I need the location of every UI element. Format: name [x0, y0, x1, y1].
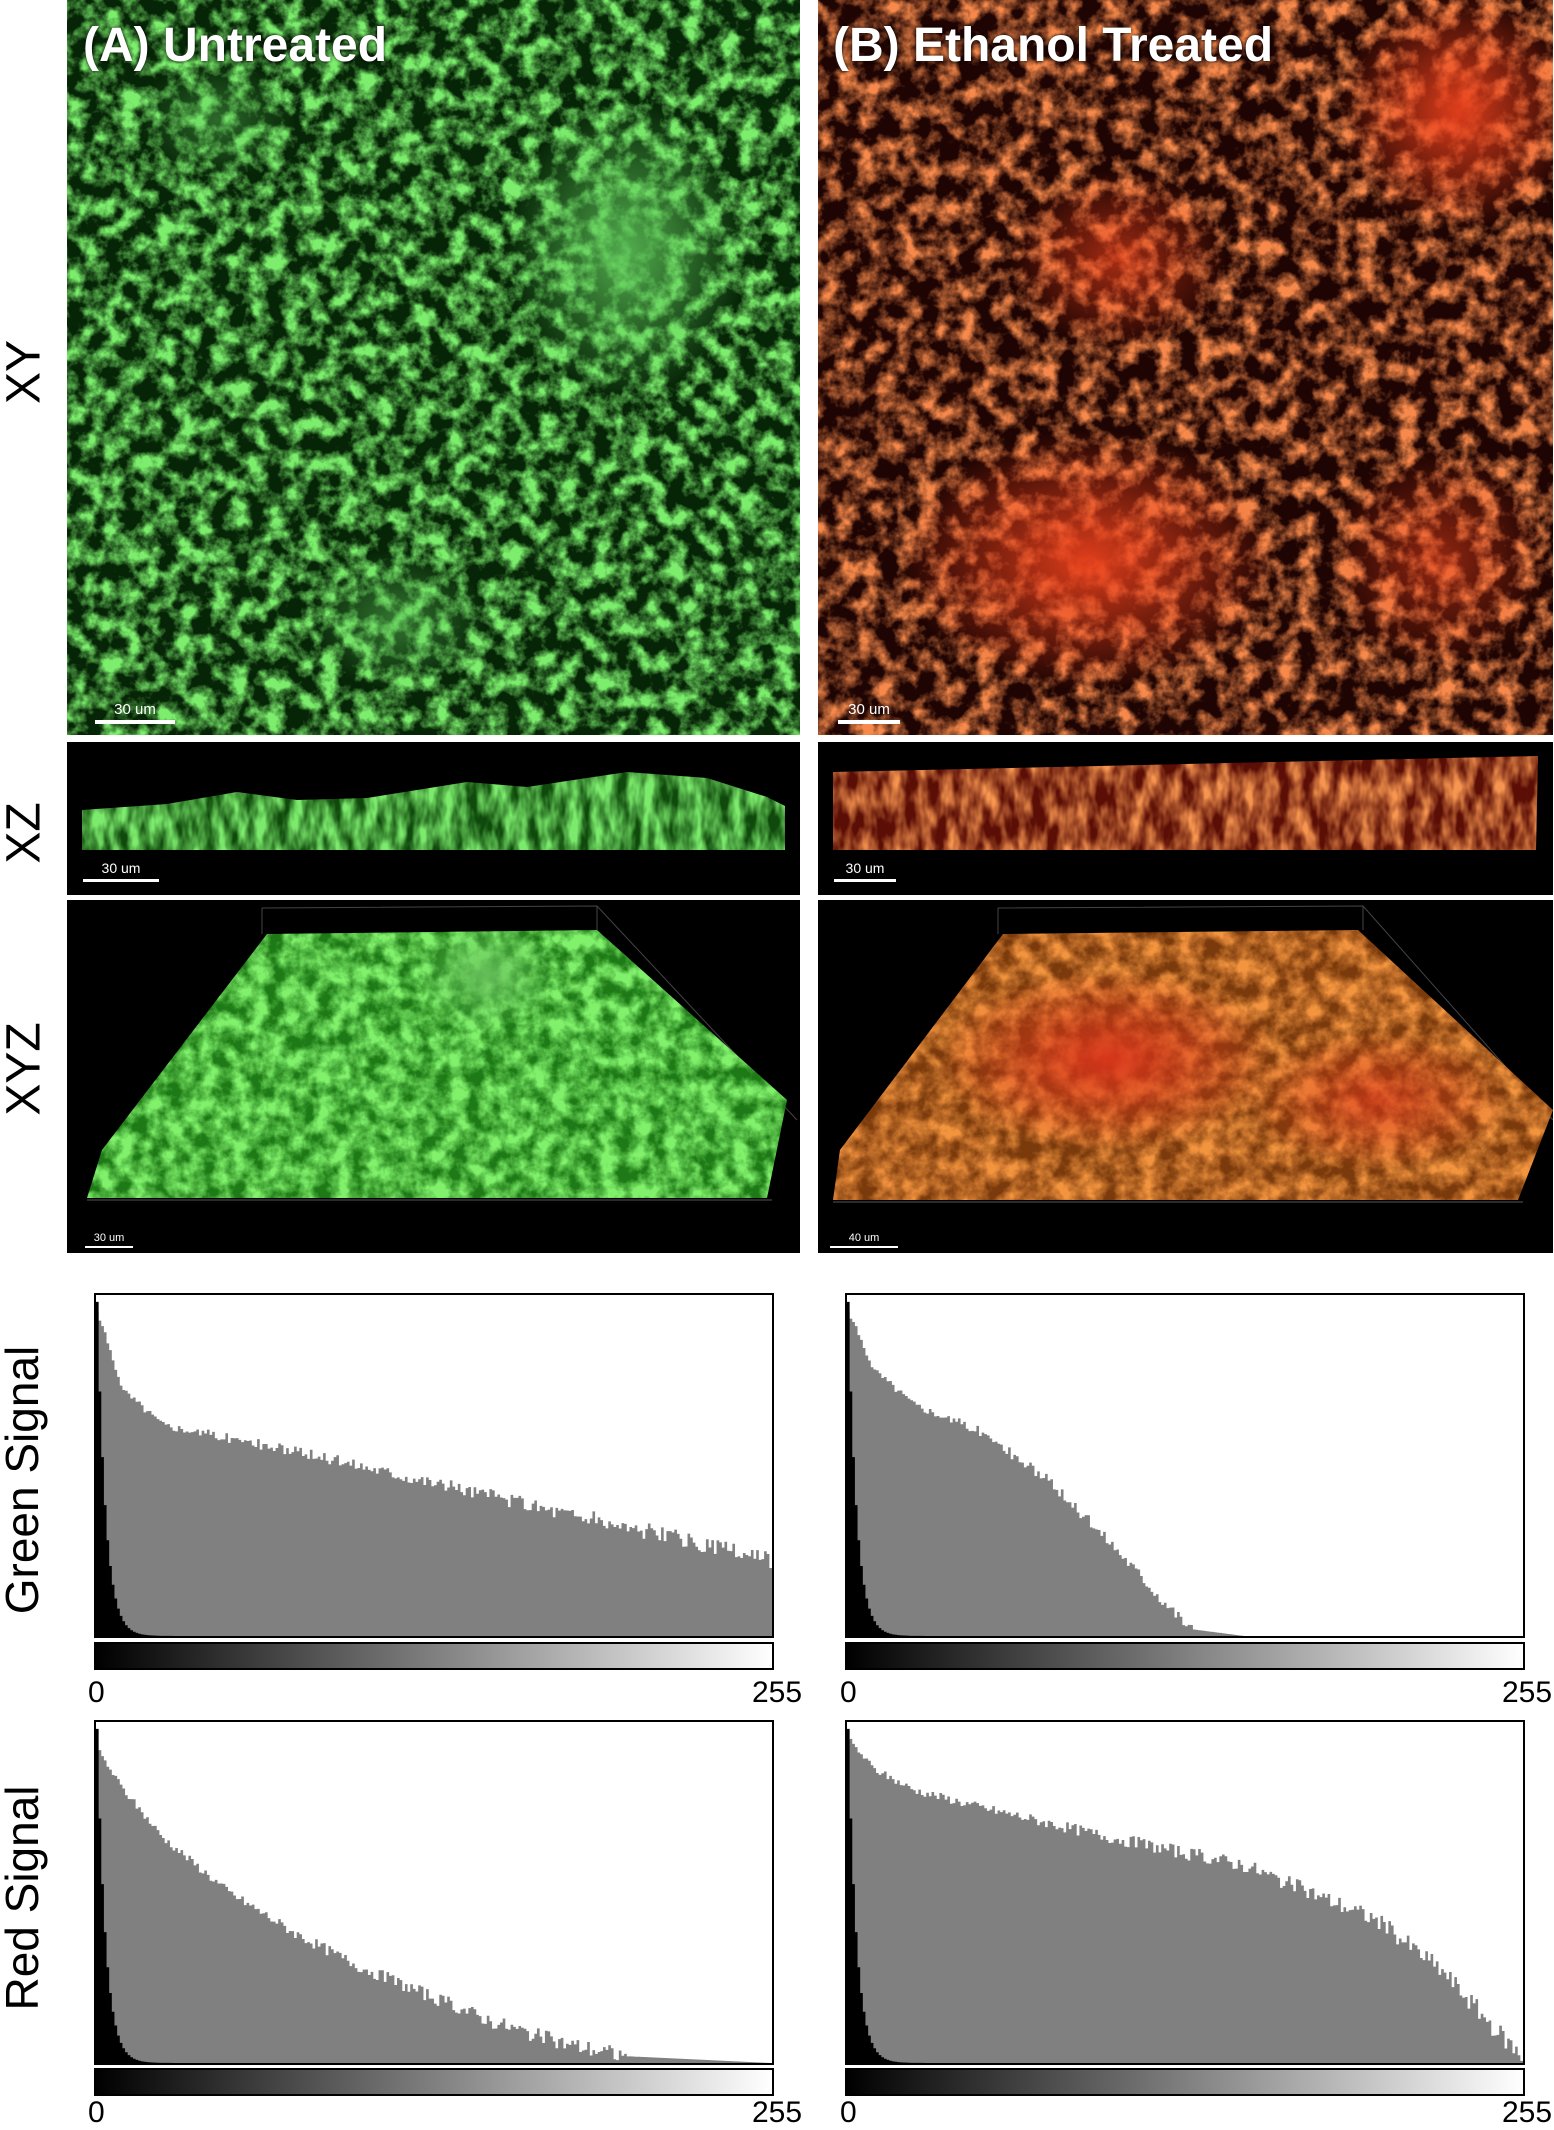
scale-bar-label: 40 um	[848, 1232, 880, 1244]
green-biofilm-xz-image	[67, 742, 800, 895]
histogram-background-peak	[96, 1301, 205, 1636]
green-signal-histogram-ethanol	[845, 1293, 1525, 1638]
red-biofilm-xz-image	[818, 742, 1553, 895]
red-biofilm-xy-image	[818, 0, 1553, 735]
red-signal-histogram-ethanol	[845, 1720, 1525, 2065]
xy-image-ethanol-treated: (B) Ethanol Treated 30 um	[818, 0, 1553, 735]
histogram-background-peak	[96, 1728, 205, 2063]
red-signal-histogram-untreated	[94, 1720, 774, 2065]
scale-bar-label: 30 um	[101, 860, 141, 876]
intensity-colorbar	[94, 2068, 774, 2096]
scale-bar-xyz-untreated: 30 um	[85, 1230, 133, 1248]
histogram-plot	[96, 1728, 772, 2063]
xz-image-untreated: 30 um	[67, 742, 800, 895]
scale-bar-label: 30 um	[845, 860, 885, 876]
scale-bar-xy-untreated: 30 um	[95, 700, 175, 724]
histogram-plot	[847, 1301, 1523, 1636]
axis-max-label: 255	[1502, 1676, 1553, 1709]
green-biofilm-xyz-render	[67, 900, 800, 1253]
scale-bar-line	[85, 1246, 133, 1248]
histogram-plot	[847, 1728, 1523, 2063]
axis-min-label: 0	[840, 2096, 857, 2129]
histogram-background-peak	[847, 1728, 956, 2063]
xyz-image-untreated: 30 um	[67, 900, 800, 1253]
histogram-bars	[847, 1311, 1523, 1636]
axis-max-label: 255	[1502, 2096, 1553, 2129]
scale-bar-line	[95, 720, 175, 724]
scale-bar-line	[838, 720, 900, 724]
intensity-colorbar	[94, 1642, 774, 1670]
scale-bar-xz-untreated: 30 um	[83, 860, 159, 882]
axis-max-label: 255	[752, 2096, 803, 2129]
intensity-colorbar	[845, 1642, 1525, 1670]
scale-bar-line	[830, 1246, 898, 1248]
histogram-plot	[96, 1301, 772, 1636]
histogram-bars	[96, 1311, 772, 1636]
green-biofilm-xy-image	[67, 0, 800, 735]
xy-image-untreated: (A) Untreated 30 um	[67, 0, 800, 735]
histogram-bars	[847, 1738, 1523, 2063]
axis-min-label: 0	[840, 1676, 857, 1709]
scale-bar-label: 30 um	[93, 1232, 125, 1244]
intensity-colorbar	[845, 2068, 1525, 2096]
axis-min-label: 0	[88, 2096, 105, 2129]
red-biofilm-xyz-render	[818, 900, 1553, 1253]
axis-max-label: 255	[752, 1676, 803, 1709]
green-signal-histogram-untreated	[94, 1293, 774, 1638]
histogram-bars	[96, 1750, 772, 2063]
scale-bar-xz-ethanol: 30 um	[834, 860, 896, 882]
scale-bar-line	[834, 879, 896, 882]
xyz-image-ethanol-treated: 40 um	[818, 900, 1553, 1253]
panel-title-untreated: (A) Untreated	[83, 19, 388, 72]
scale-bar-line	[83, 879, 159, 882]
histogram-background-peak	[847, 1301, 956, 1636]
scale-bar-label: 30 um	[848, 701, 890, 718]
scale-bar-xyz-ethanol: 40 um	[830, 1230, 898, 1248]
xz-image-ethanol-treated: 30 um	[818, 742, 1553, 895]
scale-bar-label: 30 um	[114, 701, 156, 718]
axis-min-label: 0	[88, 1676, 105, 1709]
panel-title-ethanol-treated: (B) Ethanol Treated	[833, 19, 1274, 72]
scale-bar-xy-ethanol: 30 um	[838, 700, 900, 724]
